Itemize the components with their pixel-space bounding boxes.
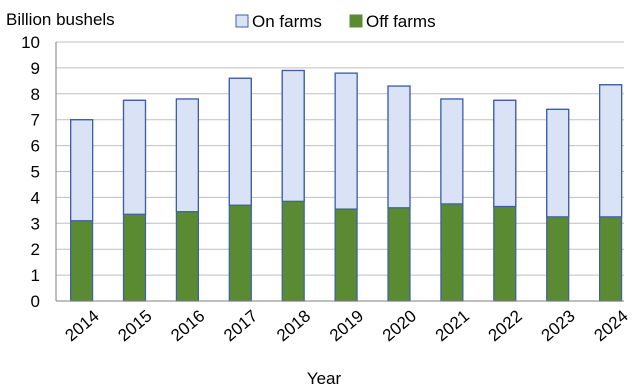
x-tick-label: 2022 (485, 306, 526, 345)
bar-segment-on-farms (493, 99, 517, 208)
y-tick-label: 6 (31, 137, 40, 156)
bar-segment-off-farms (493, 206, 516, 301)
x-tick-labels: 2014 2015 2016 2017 2018 2019 2020 2021 2022 2023… (61, 306, 631, 345)
legend-label: On farms (252, 12, 322, 31)
y-tick-label: 8 (31, 85, 40, 104)
bar-segment-off-farms (546, 216, 569, 301)
axes (55, 42, 624, 302)
x-tick-label: 2023 (538, 306, 579, 345)
bar-segment-off-farms (70, 220, 93, 301)
bar-segment-off-farms (282, 201, 305, 301)
bar-segment-on-farms (546, 108, 570, 218)
bar-segment-on-farms (598, 84, 623, 218)
bar-segment-off-farms (388, 207, 410, 301)
legend-swatch (235, 14, 249, 28)
bars (69, 69, 623, 302)
y-tick-label: 10 (21, 33, 40, 52)
bar-segment-off-farms (176, 211, 199, 301)
x-axis-label: Year (307, 369, 342, 388)
y-tick-label: 4 (31, 188, 40, 207)
y-tick-label: 1 (31, 266, 40, 285)
x-tick-label: 2019 (326, 306, 367, 345)
bar-segment-on-farms (228, 77, 252, 206)
bar-segment-on-farms (69, 119, 94, 222)
bar-segment-on-farms (122, 99, 147, 215)
y-tick-label: 0 (31, 292, 40, 311)
y-tick-label: 7 (31, 111, 40, 130)
bar-segment-on-farms (175, 98, 199, 213)
x-tick-label: 2015 (114, 306, 155, 345)
bar-segment-off-farms (335, 209, 358, 301)
x-tick-label: 2017 (220, 306, 261, 345)
y-tick-label: 9 (31, 59, 40, 78)
bar-segment-off-farms (599, 216, 622, 301)
y-axis-label: Billion bushels (6, 10, 115, 29)
y-tick-labels: 0 1 2 3 4 5 6 7 8 9 10 (21, 33, 40, 311)
bar-segment-on-farms (440, 98, 464, 205)
x-tick-label: 2024 (590, 306, 631, 345)
legend: On farms Off farms (235, 12, 436, 31)
bar-segment-off-farms (123, 214, 146, 301)
bar-segment-off-farms (229, 205, 252, 301)
x-tick-label: 2020 (379, 306, 420, 345)
bar-segment-off-farms (440, 203, 463, 301)
legend-swatch (349, 14, 363, 28)
x-tick-label: 2018 (273, 306, 314, 345)
bar-segment-on-farms (334, 72, 358, 210)
y-tick-label: 2 (31, 240, 40, 259)
bar-segment-on-farms (387, 85, 411, 209)
legend-label: Off farms (366, 12, 436, 31)
y-tick-label: 5 (31, 163, 40, 182)
x-tick-label: 2014 (61, 306, 102, 345)
x-tick-label: 2016 (167, 306, 208, 345)
y-tick-label: 3 (31, 214, 40, 233)
bar-segment-on-farms (281, 69, 305, 202)
x-tick-label: 2021 (432, 306, 473, 345)
